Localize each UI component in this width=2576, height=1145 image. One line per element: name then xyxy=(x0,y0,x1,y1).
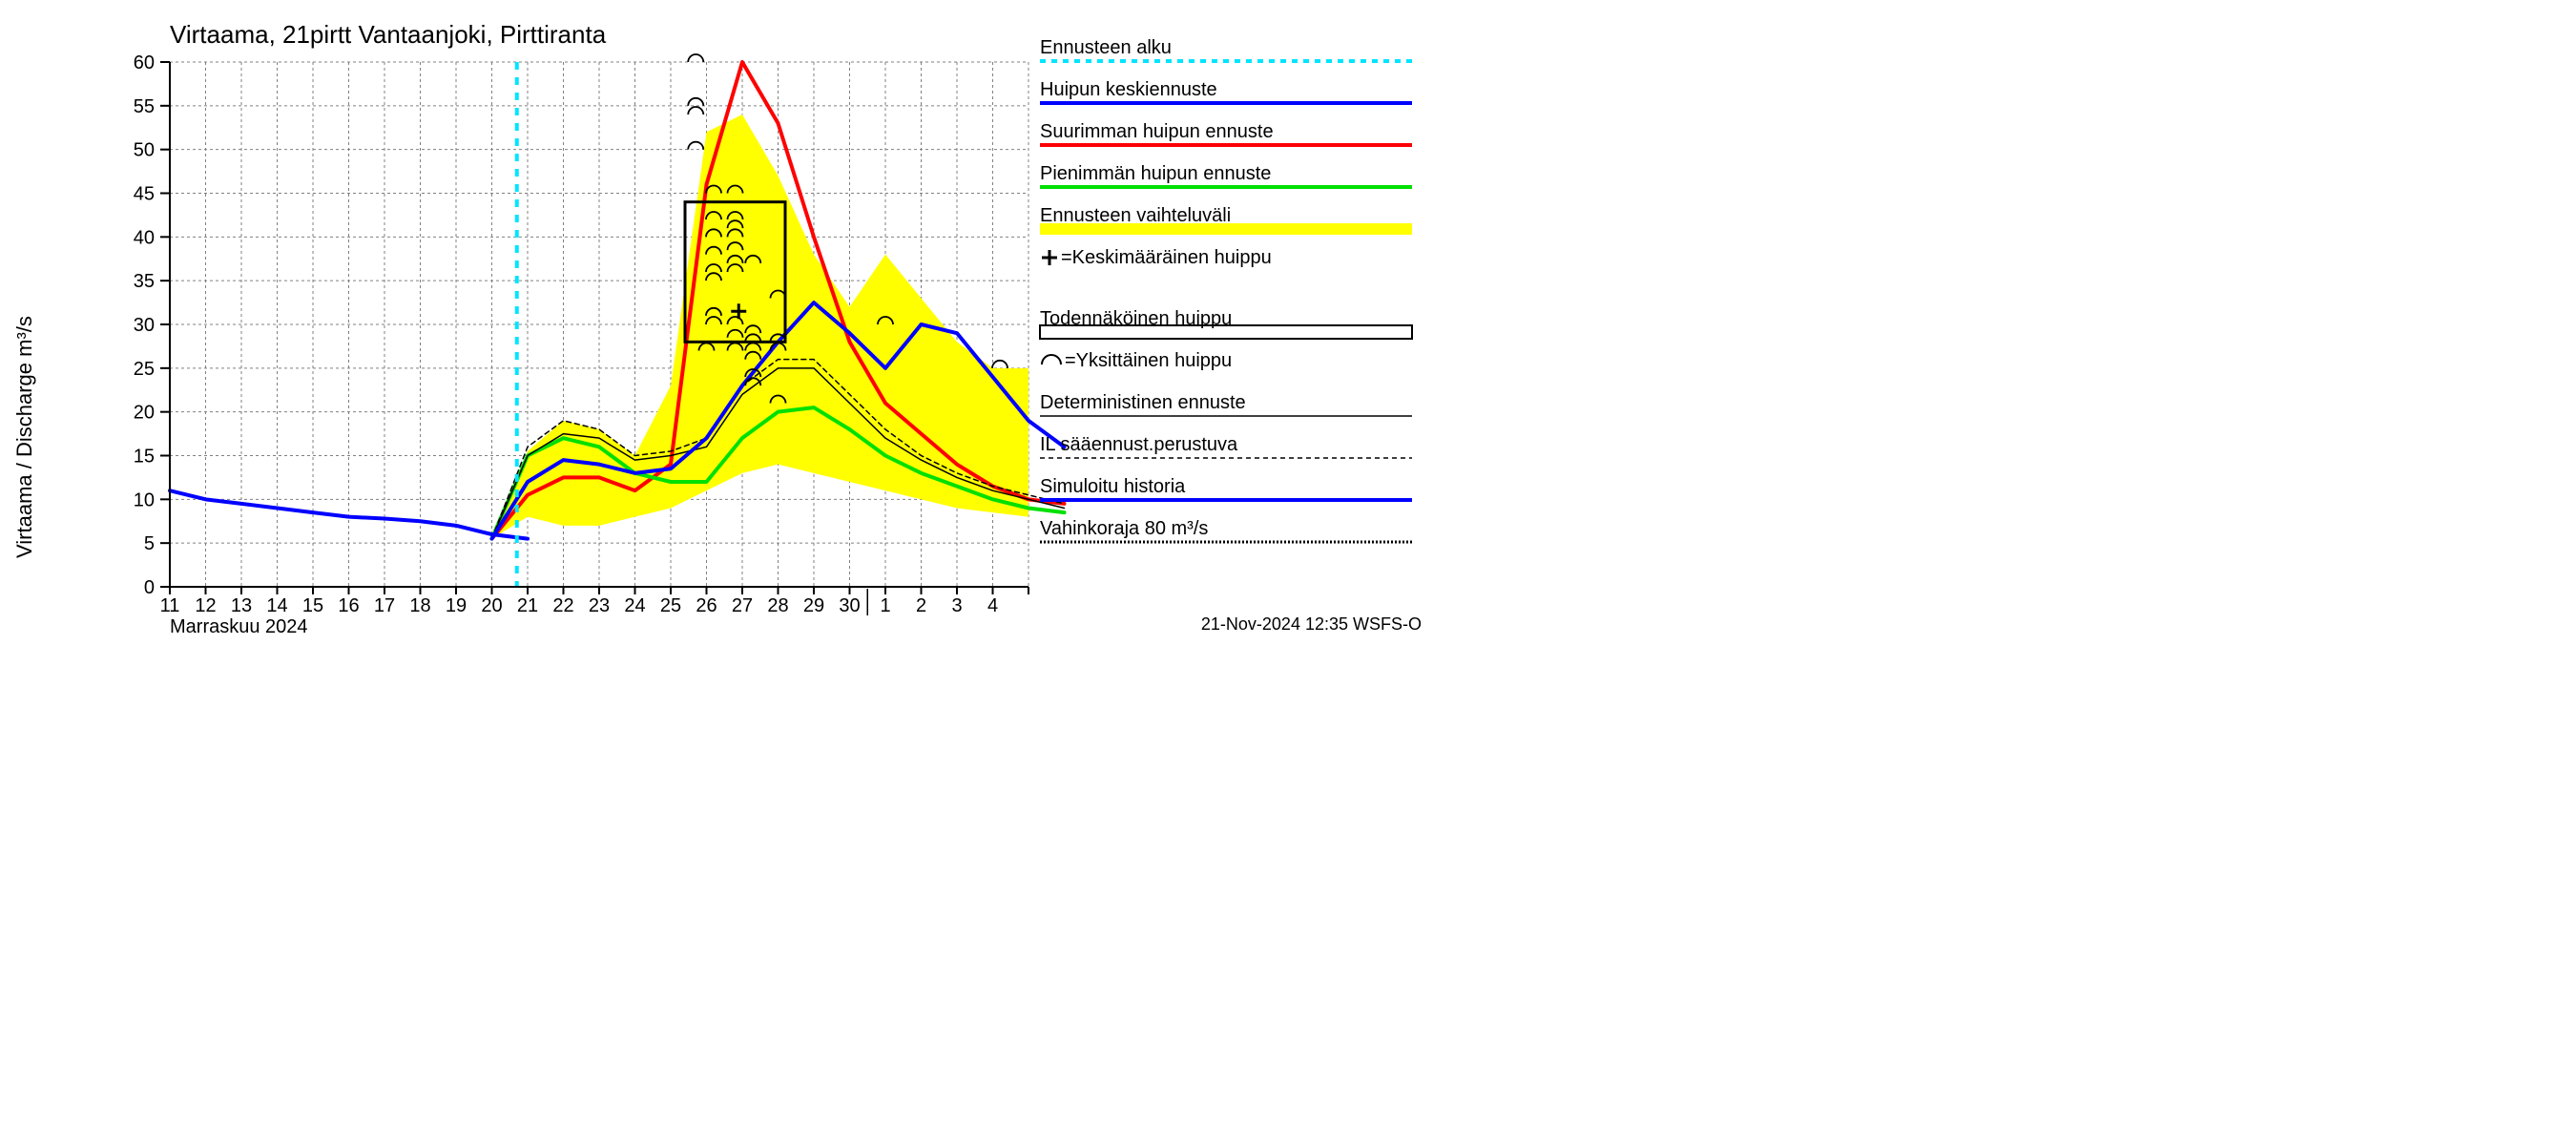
x-tick-label: 19 xyxy=(446,595,467,616)
legend-label: Ennusteen alku xyxy=(1040,37,1172,58)
legend-label: Suurimman huipun ennuste xyxy=(1040,121,1274,142)
x-tick-label: 20 xyxy=(481,595,502,616)
legend-label: =Keskimääräinen huippu xyxy=(1061,247,1272,268)
legend-label: Pienimmän huipun ennuste xyxy=(1040,163,1271,184)
legend-label: Vahinkoraja 80 m³/s xyxy=(1040,518,1208,539)
y-tick-label: 15 xyxy=(134,447,155,468)
x-tick-label: 15 xyxy=(302,595,323,616)
y-tick-label: 0 xyxy=(144,577,155,598)
legend-label: Ennusteen vaihteluväli xyxy=(1040,205,1231,226)
y-tick-label: 60 xyxy=(134,52,155,73)
x-tick-label: 11 xyxy=(160,595,180,616)
y-tick-label: 35 xyxy=(134,271,155,292)
x-month-label-en: November xyxy=(170,635,259,636)
legend-label: =Yksittäinen huippu xyxy=(1065,350,1232,371)
y-tick-label: 20 xyxy=(134,403,155,424)
x-tick-label: 26 xyxy=(696,595,717,616)
x-tick-label: 17 xyxy=(374,595,395,616)
x-tick-label: 4 xyxy=(987,595,998,616)
y-tick-label: 10 xyxy=(134,489,155,510)
chart-footer: 21-Nov-2024 12:35 WSFS-O xyxy=(1201,614,1422,634)
legend-label: Deterministinen ennuste xyxy=(1040,392,1246,413)
x-tick-label: 22 xyxy=(552,595,573,616)
y-axis-label: Virtaama / Discharge m³/s xyxy=(12,316,36,558)
x-tick-label: 2 xyxy=(916,595,926,616)
y-tick-label: 55 xyxy=(134,96,155,117)
discharge-chart: 0510152025303540455055601112131415161718… xyxy=(0,0,1431,636)
x-tick-label: 21 xyxy=(517,595,538,616)
chart-container: { "chart": { "type": "line", "title": "V… xyxy=(0,0,1431,636)
x-tick-label: 28 xyxy=(767,595,788,616)
x-month-label-fi: Marraskuu 2024 xyxy=(170,616,308,636)
x-tick-label: 23 xyxy=(589,595,610,616)
y-tick-label: 25 xyxy=(134,359,155,380)
chart-title: Virtaama, 21pirtt Vantaanjoki, Pirttiran… xyxy=(170,20,607,49)
y-tick-label: 30 xyxy=(134,315,155,336)
x-tick-label: 3 xyxy=(951,595,962,616)
x-tick-label: 18 xyxy=(409,595,430,616)
legend-label: Simuloitu historia xyxy=(1040,476,1186,497)
x-tick-label: 25 xyxy=(660,595,681,616)
legend-label: Huipun keskiennuste xyxy=(1040,79,1217,100)
legend-label: IL sääennust.perustuva xyxy=(1040,434,1238,455)
x-tick-label: 13 xyxy=(231,595,252,616)
x-tick-label: 30 xyxy=(839,595,860,616)
x-tick-label: 14 xyxy=(266,595,287,616)
x-tick-label: 24 xyxy=(624,595,645,616)
x-tick-label: 1 xyxy=(880,595,890,616)
y-tick-label: 5 xyxy=(144,533,155,554)
x-tick-label: 16 xyxy=(338,595,359,616)
y-tick-label: 40 xyxy=(134,227,155,248)
x-tick-label: 29 xyxy=(803,595,824,616)
legend-swatch xyxy=(1040,223,1412,235)
x-tick-label: 12 xyxy=(195,595,216,616)
y-tick-label: 50 xyxy=(134,140,155,161)
x-tick-label: 27 xyxy=(732,595,753,616)
y-tick-label: 45 xyxy=(134,184,155,205)
